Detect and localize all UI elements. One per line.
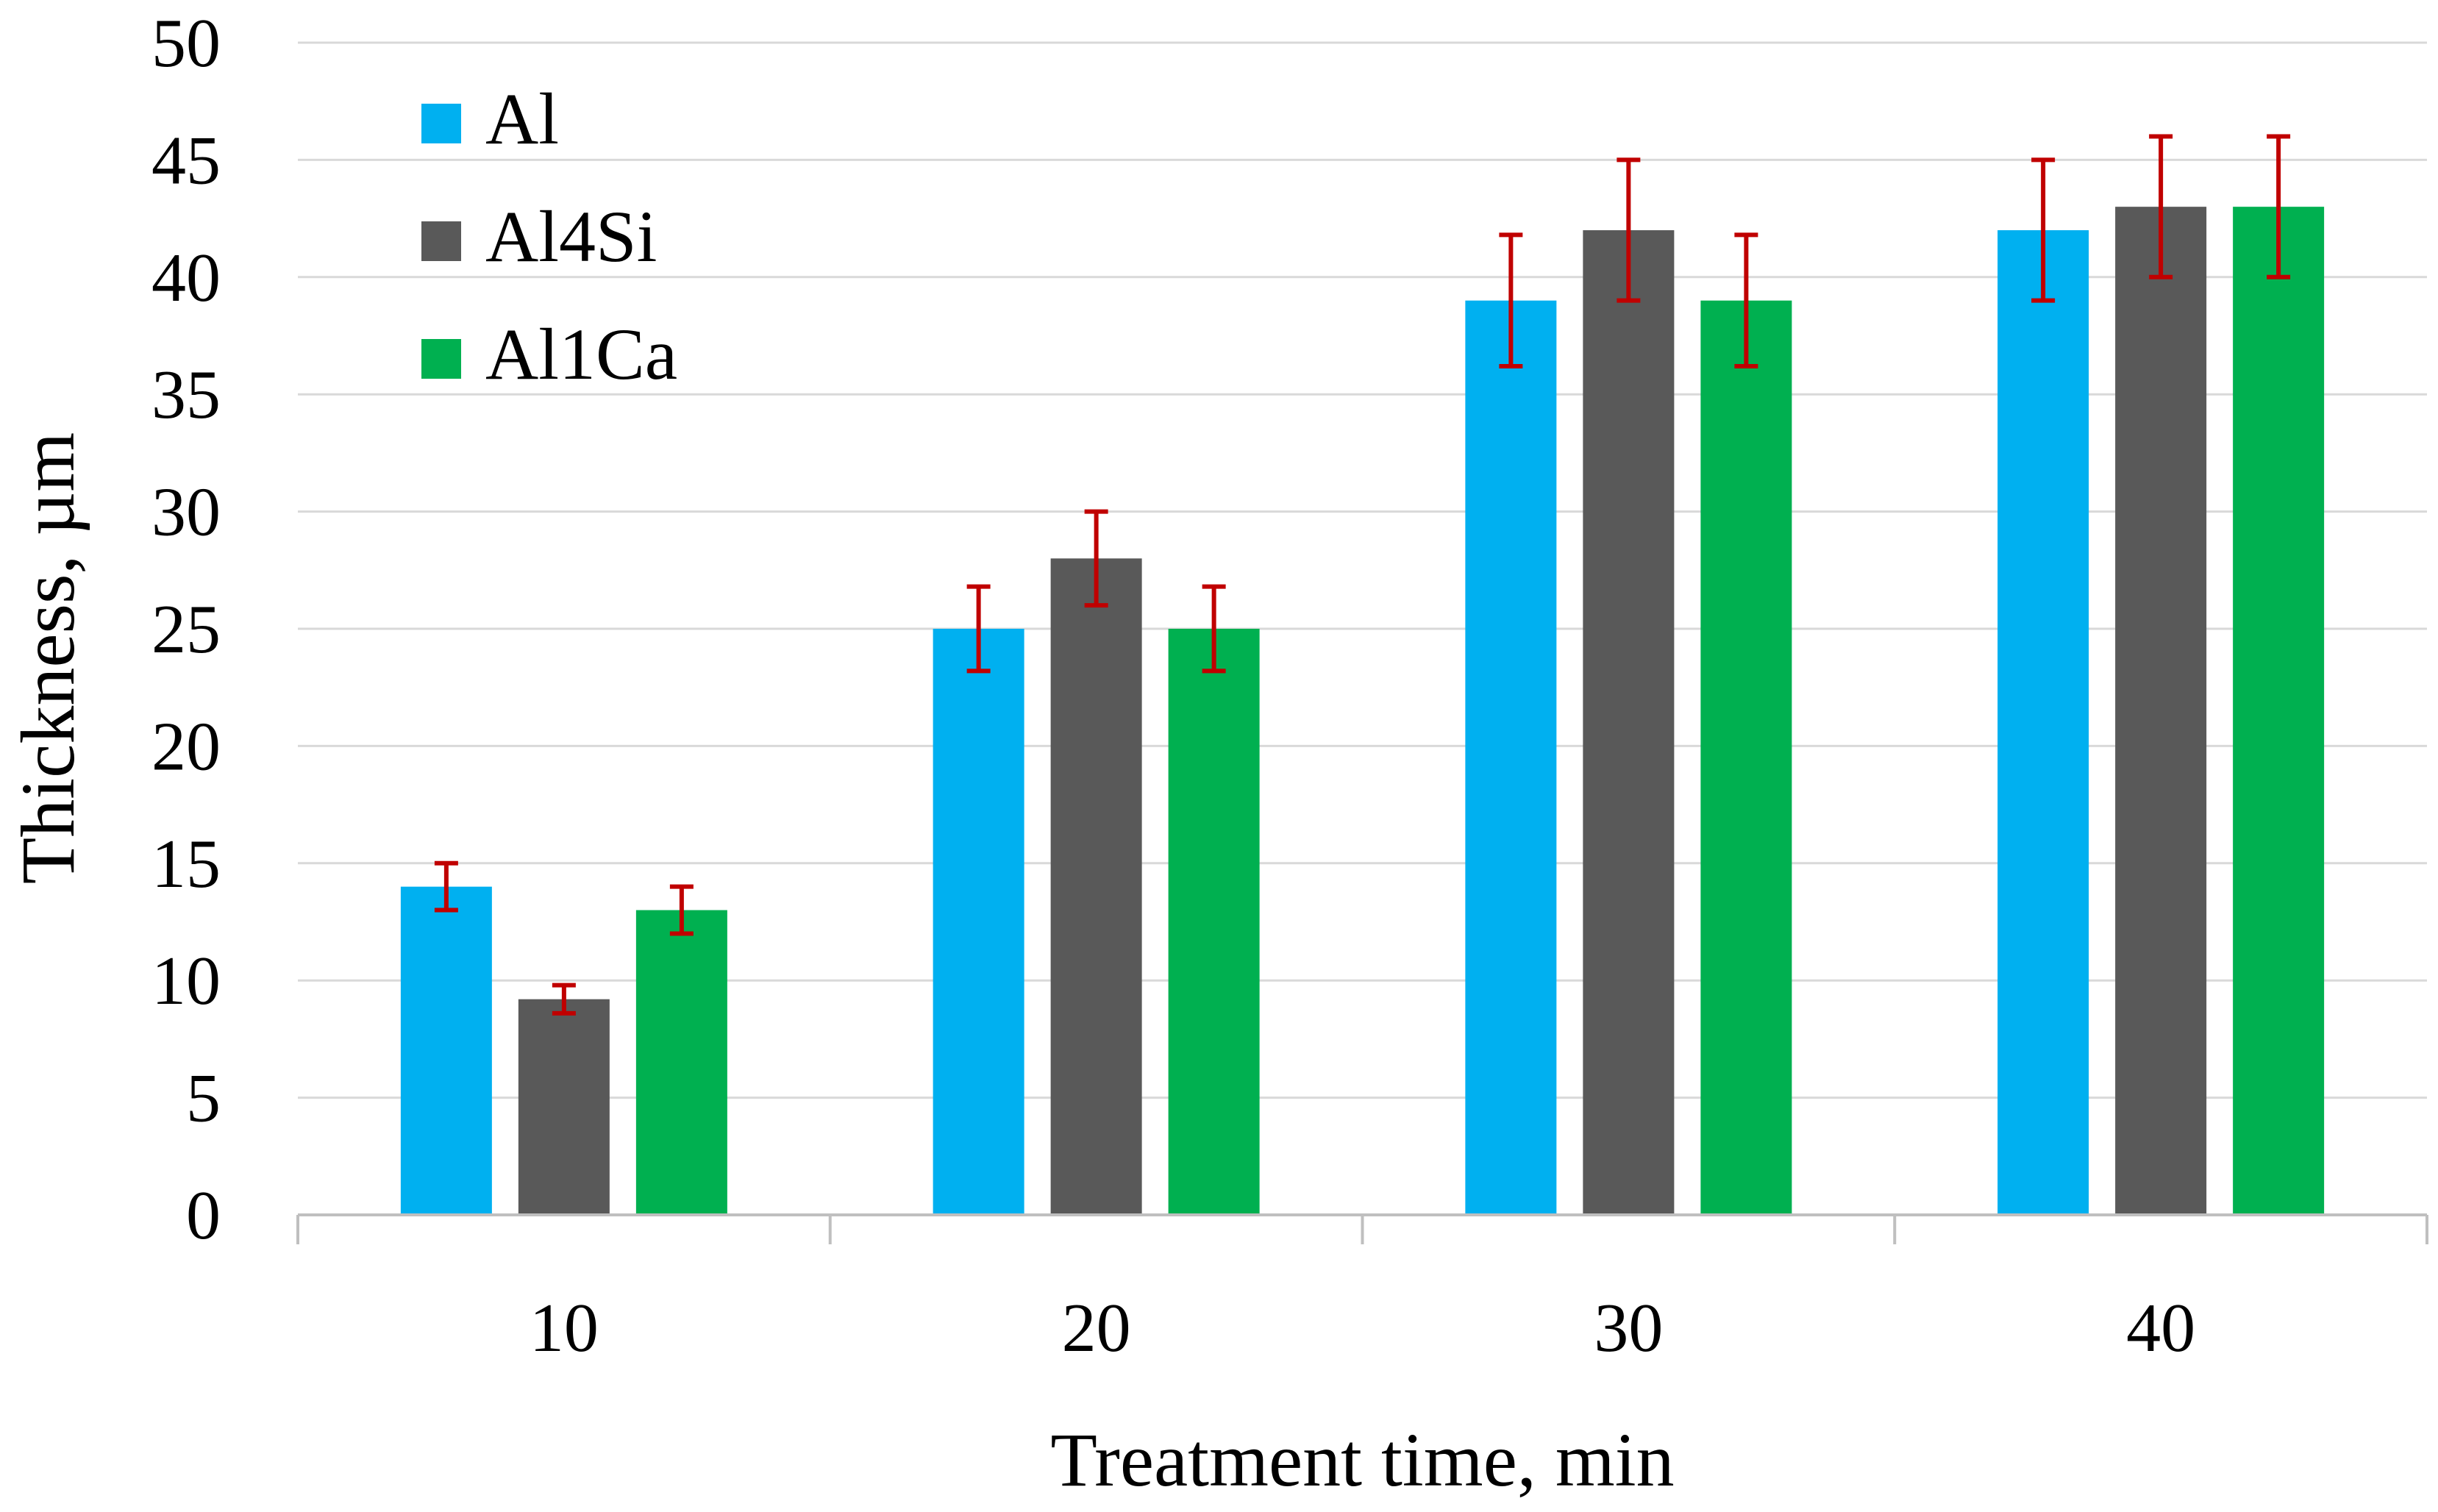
bar-al (933, 629, 1024, 1215)
error-bar (434, 860, 458, 913)
bar-al4si (1050, 558, 1142, 1215)
x-tick-label: 20 (1062, 1290, 1131, 1366)
error-bar (1202, 584, 1226, 674)
y-tick-label: 45 (152, 122, 221, 199)
error-bars (434, 134, 2291, 1016)
error-bar (1617, 157, 1641, 303)
y-tick-label: 0 (186, 1177, 221, 1254)
error-bar (966, 584, 991, 674)
bar-al (400, 886, 492, 1215)
y-tick-labels: 0 5 10 15 20 25 30 35 40 45 50 (152, 5, 221, 1254)
bars (400, 207, 2325, 1216)
y-tick-label: 20 (152, 708, 221, 785)
legend-swatch (421, 221, 461, 261)
y-tick-label: 30 (152, 474, 221, 551)
y-tick-label: 50 (152, 5, 221, 82)
error-bar (552, 983, 576, 1016)
y-axis-title: Thickness, µm (6, 432, 90, 885)
error-bar (2149, 134, 2173, 279)
x-tick-label: 10 (530, 1290, 599, 1366)
bar-al4si (1583, 230, 1675, 1215)
bar-al1ca (635, 910, 727, 1215)
legend: Al Al4Si Al1Ca (421, 78, 677, 395)
bar-al1ca (2233, 207, 2325, 1215)
bar-al4si (518, 999, 610, 1215)
legend-swatch (421, 104, 461, 143)
y-tick-label: 25 (152, 591, 221, 668)
bar-al4si (2115, 207, 2207, 1215)
error-bar (2267, 134, 2291, 279)
x-tick-label: 30 (1594, 1290, 1663, 1366)
x-axis (296, 1213, 2428, 1244)
error-bar (2031, 157, 2056, 303)
y-tick-label: 5 (186, 1060, 221, 1137)
x-axis-title: Treatment time, min (1050, 1418, 1674, 1502)
legend-label: Al1Ca (485, 313, 677, 395)
bar-al (1997, 230, 2089, 1215)
error-bar (1499, 232, 1523, 368)
y-tick-label: 40 (152, 240, 221, 316)
x-tick-label: 40 (2126, 1290, 2195, 1366)
x-tick-labels: 10 20 30 40 (530, 1290, 2195, 1366)
y-tick-label: 15 (152, 826, 221, 902)
error-bar (1084, 509, 1108, 608)
bar-al1ca (1700, 300, 1792, 1216)
legend-label: Al (485, 78, 559, 160)
y-tick-label: 35 (152, 357, 221, 433)
legend-label: Al4Si (485, 196, 657, 277)
bar-al1ca (1168, 629, 1260, 1215)
y-tick-label: 10 (152, 943, 221, 1019)
legend-swatch (421, 339, 461, 379)
bar-al (1465, 300, 1557, 1216)
error-bar (1734, 232, 1758, 368)
error-bar (669, 884, 694, 936)
